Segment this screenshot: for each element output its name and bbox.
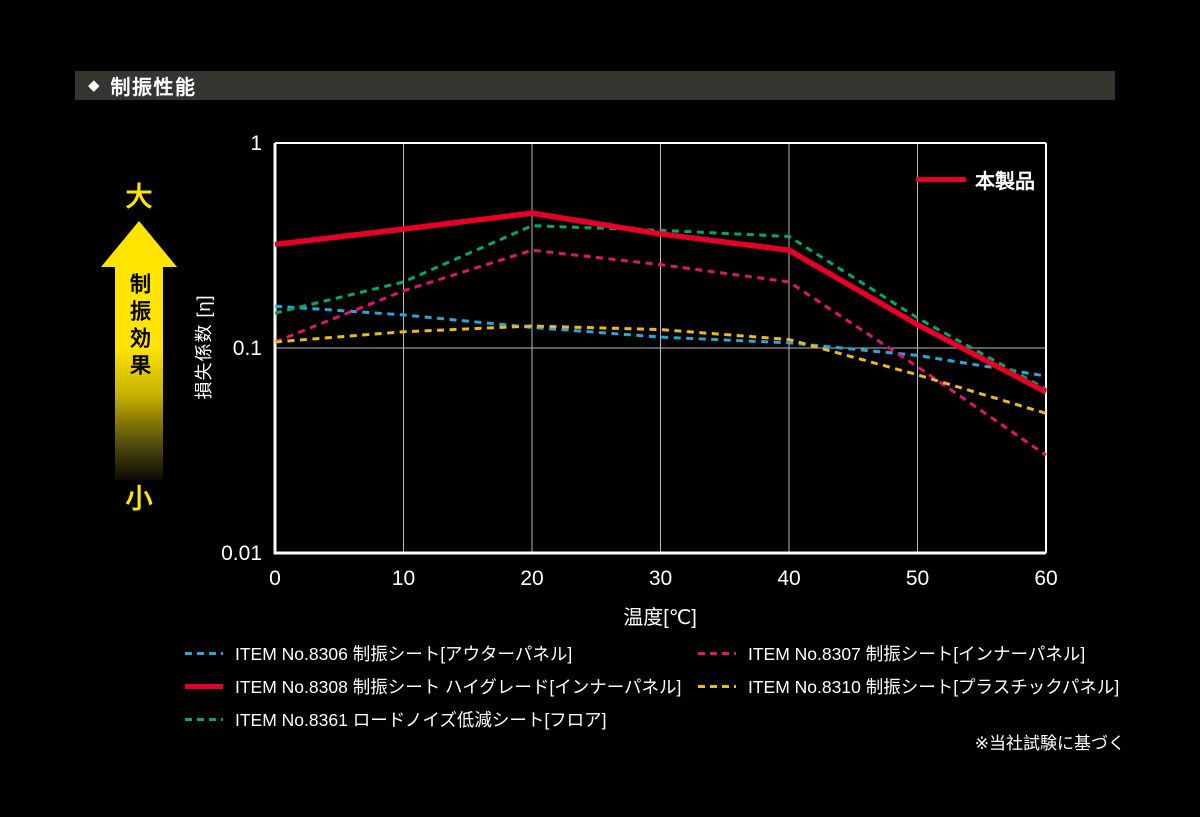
legend-label-8307: ITEM No.8307 制振シート[インナーパネル] [748,644,1086,664]
arrow-body: 制振効果 [115,266,163,480]
x-axis-title: 温度[℃] [623,607,697,629]
legend-item: ITEM No.8310 制振シート[プラスチックパネル] [698,670,1119,703]
legend-left-column: ITEM No.8306 制振シート[アウターパネル] ITEM No.8308… [185,637,681,736]
svg-text:0.01: 0.01 [221,542,262,565]
svg-text:50: 50 [906,567,929,590]
page-title: 制振性能 [110,77,197,99]
arrow-label-small: 小 [125,484,153,514]
svg-text:60: 60 [1034,567,1057,590]
legend-item: ITEM No.8306 制振シート[アウターパネル] [185,637,681,670]
product-legend-label: 本製品 [975,171,1035,193]
arrow-label-large: 大 [125,182,153,212]
legend-swatch-8310 [698,685,736,688]
svg-text:1: 1 [250,132,262,155]
svg-text:0.1: 0.1 [233,337,262,360]
legend-label-8361: ITEM No.8361 ロードノイズ低減シート[フロア] [235,710,607,730]
legend-item: ITEM No.8361 ロードノイズ低減シート[フロア] [185,703,681,736]
legend-label-8306: ITEM No.8306 制振シート[アウターパネル] [235,644,573,664]
section-titlebar: ◆ 制振性能 [75,71,1115,100]
legend-swatch-8361 [185,718,223,721]
legend-swatch-8306 [185,652,223,655]
product-legend-swatch [916,177,966,182]
svg-text:20: 20 [520,567,543,590]
arrow-axis-label: 制振効果 [127,273,151,381]
svg-text:0: 0 [269,567,281,590]
legend-label-8308: ITEM No.8308 制振シート ハイグレード[インナーパネル] [235,677,682,697]
svg-text:40: 40 [777,567,800,590]
legend-label-8310: ITEM No.8310 制振シート[プラスチックパネル] [748,677,1120,697]
legend-item: ITEM No.8307 制振シート[インナーパネル] [698,637,1119,670]
legend-right-column: ITEM No.8307 制振シート[インナーパネル] ITEM No.8310… [698,637,1119,703]
legend-swatch-8307 [698,652,736,655]
legend-swatch-8308 [185,684,223,689]
diamond-icon: ◆ [88,77,100,94]
svg-text:10: 10 [392,567,415,590]
legend-item: ITEM No.8308 制振シート ハイグレード[インナーパネル] [185,670,681,703]
footnote: ※当社試験に基づく [974,734,1125,753]
arrow-up-icon [101,221,177,267]
y-axis-title: 損失係数 [η] [194,294,214,400]
svg-text:30: 30 [649,567,672,590]
product-inset-legend: 本製品 [916,165,1035,194]
